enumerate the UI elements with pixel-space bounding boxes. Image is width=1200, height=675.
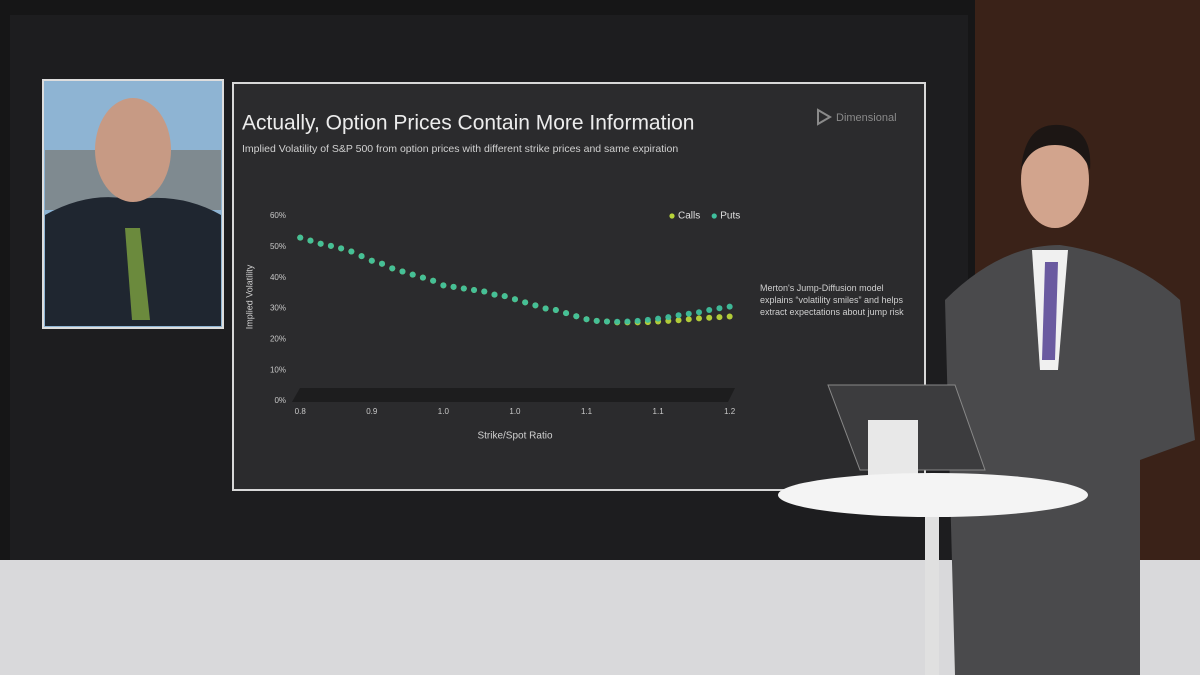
table-leg: [925, 500, 939, 675]
data-point: [542, 305, 549, 312]
y-tick-label: 30%: [270, 304, 286, 313]
data-point: [726, 313, 733, 320]
data-point: [603, 318, 610, 325]
data-point: [430, 277, 437, 284]
data-point: [624, 318, 631, 325]
chart-title: Actually, Option Prices Contain More Inf…: [242, 112, 694, 135]
data-point: [358, 253, 365, 260]
data-point: [695, 309, 702, 316]
data-point: [327, 242, 334, 249]
y-tick-label: 0%: [274, 396, 286, 405]
x-tick-label: 1.0: [438, 407, 450, 416]
table-top: [778, 473, 1088, 517]
data-point: [471, 287, 478, 293]
data-point: [695, 315, 702, 322]
x-tick-label: 1.0: [509, 407, 521, 416]
y-axis-label: Implied Volatility: [244, 264, 254, 329]
data-point: [317, 240, 324, 247]
data-point: [563, 310, 570, 317]
data-point: [706, 314, 713, 321]
data-point: [522, 299, 529, 306]
chart-panel: [232, 82, 926, 491]
guest-head: [95, 98, 171, 202]
data-point: [593, 317, 600, 324]
data-point: [675, 317, 682, 324]
legend-label: Puts: [720, 211, 740, 222]
data-point: [634, 317, 641, 324]
chart-floor: [292, 388, 735, 402]
data-point: [665, 314, 672, 321]
presenter-head: [1021, 132, 1089, 228]
data-point: [706, 307, 713, 314]
legend-swatch: [711, 213, 717, 219]
x-tick-label: 0.8: [295, 407, 307, 416]
data-point: [573, 313, 580, 320]
data-point: [440, 282, 447, 289]
y-tick-label: 10%: [270, 365, 286, 374]
data-point: [460, 285, 467, 292]
data-point: [644, 316, 651, 323]
data-point: [297, 234, 304, 241]
data-point: [481, 288, 488, 295]
data-point: [409, 271, 416, 278]
y-tick-label: 60%: [270, 211, 286, 220]
data-point: [716, 305, 723, 312]
data-point: [419, 274, 426, 281]
presenter-suit: [945, 245, 1195, 675]
y-tick-label: 40%: [270, 273, 286, 282]
brand: Dimensional: [836, 112, 897, 124]
y-tick-label: 20%: [270, 334, 286, 343]
annotation: Merton's Jump-Diffusion model explains “…: [760, 283, 904, 317]
legend-label: Calls: [678, 211, 700, 222]
data-point: [552, 307, 559, 314]
data-point: [501, 293, 508, 300]
data-point: [685, 310, 692, 317]
x-tick-label: 1.2: [724, 407, 736, 416]
data-point: [511, 296, 518, 303]
data-point: [685, 316, 692, 323]
data-point: [716, 314, 723, 321]
y-tick-label: 50%: [270, 242, 286, 251]
presenter-tie: [1042, 262, 1058, 360]
data-point: [389, 265, 396, 272]
data-point: [655, 315, 662, 322]
annotation-box: Merton's Jump-Diffusion model explains “…: [760, 283, 904, 317]
data-point: [338, 245, 345, 252]
data-point: [379, 260, 386, 267]
plot: 0% 10% 20% 30% 40% 50% 60% 0.8 0.9 1.0 1.0 1.1 1.1 1.…: [270, 211, 740, 416]
data-point: [583, 316, 590, 323]
data-point: [675, 312, 682, 319]
guest-tie: [125, 228, 150, 320]
brand-icon: [817, 108, 832, 126]
data-point: [726, 303, 733, 310]
x-tick-label: 1.1: [653, 407, 665, 416]
x-tick-label: 0.9: [366, 407, 378, 416]
data-point: [450, 283, 457, 290]
data-point: [307, 237, 314, 244]
data-point: [368, 257, 375, 264]
presenter-hair: [1021, 124, 1091, 170]
data-point: [399, 268, 406, 275]
x-tick-label: 1.1: [581, 407, 593, 416]
data-point: [348, 248, 355, 255]
data-point: [532, 302, 539, 309]
data-point: [491, 291, 498, 298]
legend-swatch: [669, 213, 675, 219]
x-axis-label: Strike/Spot Ratio: [477, 431, 552, 442]
data-point: [614, 318, 621, 325]
chart-subtitle: Implied Volatility of S&P 500 from optio…: [242, 143, 678, 155]
